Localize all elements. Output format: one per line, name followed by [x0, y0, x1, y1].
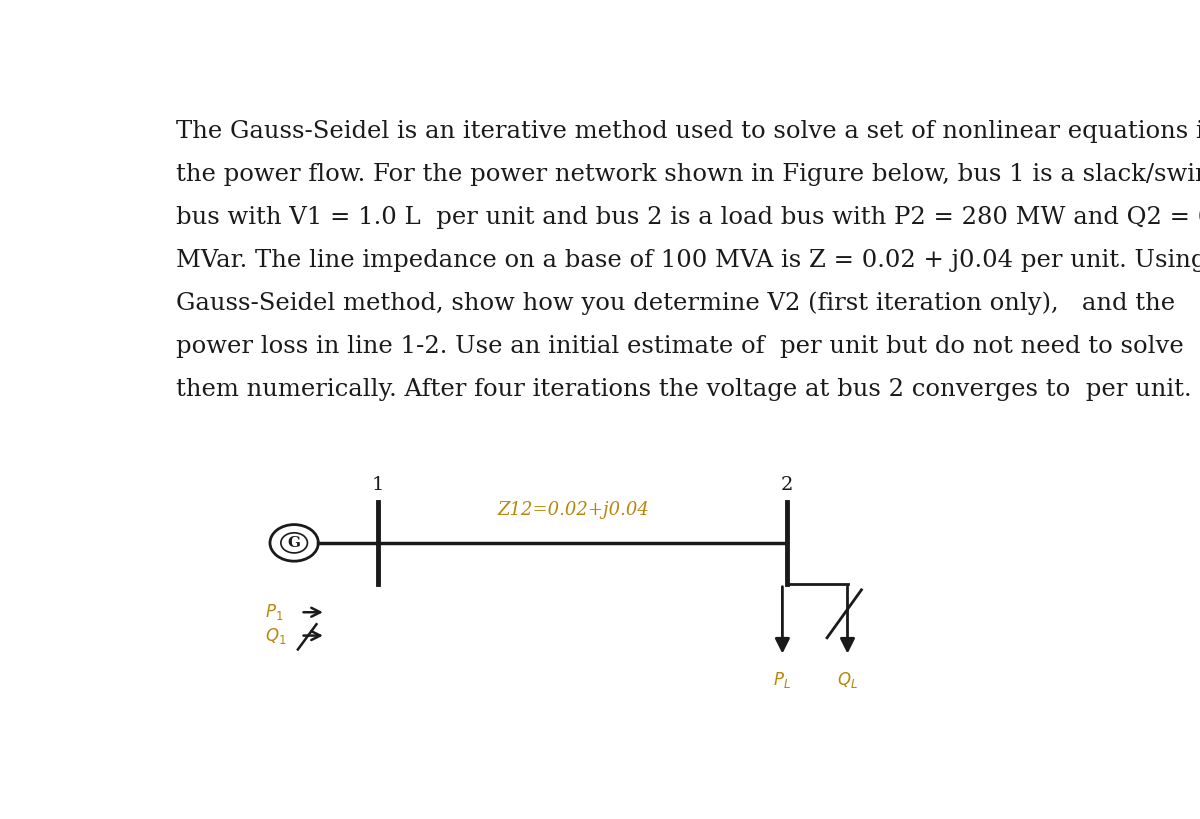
Text: 1: 1: [372, 477, 384, 495]
Text: the power flow. For the power network shown in Figure below, bus 1 is a slack/sw: the power flow. For the power network sh…: [176, 163, 1200, 186]
Text: them numerically. After four iterations the voltage at bus 2 converges to  per u: them numerically. After four iterations …: [176, 378, 1192, 400]
Text: $P_L$: $P_L$: [774, 670, 791, 690]
Text: 2: 2: [781, 477, 793, 495]
Text: MVar. The line impedance on a base of 100 MVA is Z = 0.02 + j0.04 per unit. Usin: MVar. The line impedance on a base of 10…: [176, 249, 1200, 272]
Text: Z12=0.02+j0.04: Z12=0.02+j0.04: [497, 501, 649, 519]
Text: power loss in line 1-2. Use an initial estimate of  per unit but do not need to : power loss in line 1-2. Use an initial e…: [176, 335, 1183, 358]
Text: Gauss-Seidel method, show how you determine V2 (first iteration only),   and the: Gauss-Seidel method, show how you determ…: [176, 292, 1175, 315]
Text: $Q_1$: $Q_1$: [265, 626, 287, 645]
Text: $Q_L$: $Q_L$: [838, 670, 858, 690]
Text: The Gauss-Seidel is an iterative method used to solve a set of nonlinear equatio: The Gauss-Seidel is an iterative method …: [176, 120, 1200, 143]
Text: G: G: [288, 536, 301, 550]
Text: $P_1$: $P_1$: [265, 602, 283, 622]
Text: bus with V1 = 1.0 L  per unit and bus 2 is a load bus with P2 = 280 MW and Q2 = : bus with V1 = 1.0 L per unit and bus 2 i…: [176, 206, 1200, 229]
